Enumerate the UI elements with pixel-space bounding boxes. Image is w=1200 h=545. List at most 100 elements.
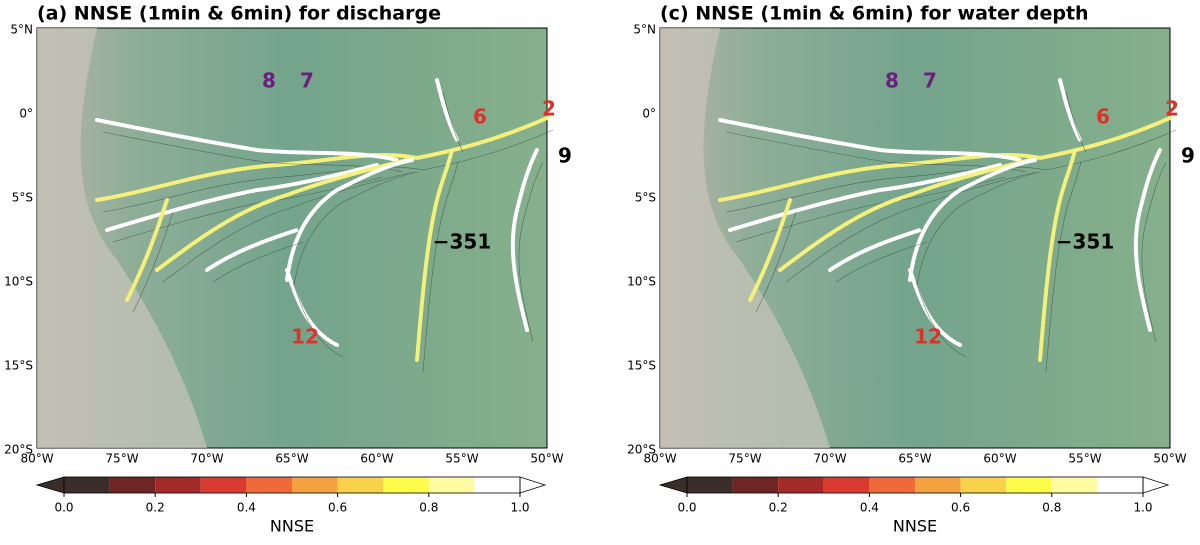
colorbar-segment: [778, 477, 824, 493]
river: [125, 198, 169, 302]
colorbar-segment: [1097, 477, 1143, 493]
station-label: 9: [558, 144, 572, 168]
lat-label: 10°S: [627, 275, 656, 289]
lat-label: 5°S: [635, 191, 656, 205]
colorbar-tick-label: 0.2: [146, 501, 165, 515]
tributary: [132, 211, 174, 313]
lon-label: 50°W: [530, 452, 563, 466]
river: [1133, 148, 1162, 332]
colorbar-segment: [687, 477, 733, 493]
colorbar-segment: [823, 477, 870, 493]
river: [155, 158, 409, 272]
colorbar-segment: [200, 477, 247, 493]
tributary: [442, 91, 464, 153]
station-label: 8: [885, 69, 899, 93]
station-label: 2: [542, 97, 556, 121]
tributary: [725, 129, 1177, 213]
tributary: [785, 171, 1037, 283]
tributary: [212, 241, 304, 283]
colorbar-extend-low: [658, 476, 688, 494]
station-label: 7: [300, 69, 314, 93]
station-label: −351: [433, 230, 492, 254]
lon-label: 70°W: [813, 452, 846, 466]
lat-label: 20°S: [627, 443, 656, 457]
station-label: 12: [291, 325, 319, 349]
map-panel: (a) NNSE (1min & 6min) for discharge 5°N 0…: [4, 3, 572, 536]
station-label: 7: [923, 69, 937, 93]
river: [778, 158, 1032, 272]
colorbar-tick-label: 0.6: [951, 501, 970, 515]
lon-label: 65°W: [898, 452, 931, 466]
tributary: [835, 241, 927, 283]
lat-label: 0°: [19, 107, 33, 121]
colorbar-tick-label: 0.6: [328, 501, 347, 515]
station-label: 2: [1165, 97, 1179, 121]
colorbar-segment: [732, 477, 779, 493]
lon-label: 55°W: [445, 452, 478, 466]
tributary: [915, 281, 967, 358]
tributary: [915, 171, 1042, 293]
colorbar-segment: [428, 477, 475, 493]
colorbar-segment: [337, 477, 384, 493]
tributary: [1065, 91, 1087, 153]
tributary: [422, 161, 459, 373]
colorbar-tick-label: 1.0: [1133, 501, 1152, 515]
panel-title: (c) NNSE (1min & 6min) for water depth: [660, 3, 1089, 25]
lat-label: 10°S: [4, 275, 33, 289]
river: [718, 118, 1022, 162]
colorbar-tick-label: 0.0: [677, 501, 696, 515]
tributary: [1045, 161, 1082, 373]
panel-title: (a) NNSE (1min & 6min) for discharge: [37, 3, 441, 25]
colorbar-tick-label: 1.0: [510, 501, 529, 515]
lon-label: 70°W: [190, 452, 223, 466]
tributary: [755, 211, 797, 313]
tributary: [292, 281, 344, 358]
lat-label: 5°S: [12, 191, 33, 205]
tributary: [102, 129, 554, 213]
colorbar-segment: [1051, 477, 1098, 493]
lon-label: 75°W: [105, 452, 138, 466]
lat-label: 15°S: [627, 359, 656, 373]
colorbar-label: NNSE: [893, 517, 937, 536]
map-panel: (c) NNSE (1min & 6min) for water depth 5°…: [627, 3, 1195, 536]
colorbar-frame: [686, 476, 1144, 494]
river: [415, 148, 454, 362]
lat-label: 0°: [642, 107, 656, 121]
lon-label: 55°W: [1068, 452, 1101, 466]
colorbar-tick-label: 0.0: [54, 501, 73, 515]
river: [95, 118, 399, 162]
river: [285, 158, 414, 282]
station-label: 9: [1181, 144, 1195, 168]
lon-label: 60°W: [983, 452, 1016, 466]
colorbar-segment: [960, 477, 1007, 493]
colorbar-tick-label: 0.8: [1042, 501, 1061, 515]
colorbar-segment: [915, 477, 961, 493]
station-label: 6: [1096, 105, 1110, 129]
tributary: [292, 171, 419, 293]
colorbar-segment: [474, 477, 520, 493]
lon-label: 60°W: [360, 452, 393, 466]
lon-label: 65°W: [275, 452, 308, 466]
lat-label: 15°S: [4, 359, 33, 373]
tributary: [162, 171, 414, 283]
river: [205, 228, 299, 272]
colorbar-segment: [155, 477, 201, 493]
station-label: 12: [914, 325, 942, 349]
lat-label: 20°S: [4, 443, 33, 457]
colorbar-segment: [292, 477, 338, 493]
tributary: [725, 131, 1027, 173]
river: [718, 116, 1172, 202]
river: [105, 163, 379, 232]
tributary: [518, 161, 544, 343]
colorbar-segment: [869, 477, 915, 493]
tributary: [102, 131, 404, 173]
lon-label: 80°W: [20, 452, 53, 466]
colorbar-segment: [64, 477, 110, 493]
lon-label: 75°W: [728, 452, 761, 466]
colorbar-extend-high: [519, 476, 547, 494]
colorbar-tick-label: 0.8: [419, 501, 438, 515]
colorbar-segment: [383, 477, 429, 493]
river: [435, 78, 459, 142]
river: [1038, 148, 1077, 362]
